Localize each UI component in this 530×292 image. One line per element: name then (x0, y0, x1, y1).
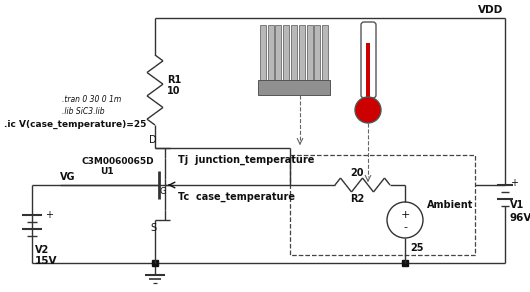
Bar (283, 25, 289, 80)
Text: -: - (403, 222, 407, 232)
Text: .tran 0 30 0 1m: .tran 0 30 0 1m (62, 95, 121, 105)
Text: 10: 10 (167, 86, 181, 96)
Text: 96V: 96V (510, 213, 530, 223)
Text: +: + (45, 210, 53, 220)
Text: 20: 20 (350, 168, 364, 178)
Text: D: D (149, 135, 157, 145)
Text: 25: 25 (410, 243, 423, 253)
Text: Tj  junction_temperature: Tj junction_temperature (178, 155, 314, 165)
Text: .lib SiC3.lib: .lib SiC3.lib (62, 107, 104, 116)
Bar (290, 155, 475, 255)
Bar (268, 25, 273, 80)
FancyBboxPatch shape (361, 22, 376, 98)
Bar (306, 25, 313, 80)
Text: VG: VG (60, 172, 75, 182)
Text: G: G (160, 187, 166, 196)
Text: S: S (150, 223, 156, 233)
Text: VDD: VDD (478, 5, 503, 15)
Text: +: + (400, 210, 410, 220)
Text: +: + (510, 178, 518, 188)
Text: 15V: 15V (35, 256, 57, 266)
Text: .ic V(case_temperature)=25: .ic V(case_temperature)=25 (4, 119, 146, 128)
Bar (314, 25, 321, 80)
Text: C3M0060065D: C3M0060065D (82, 157, 155, 166)
Bar (366, 43, 370, 100)
Text: Ambient: Ambient (427, 200, 473, 210)
Bar (322, 25, 328, 80)
Text: V2: V2 (35, 245, 49, 255)
Bar (276, 25, 281, 80)
Text: R2: R2 (350, 194, 364, 204)
Bar (260, 25, 266, 80)
Bar (291, 25, 297, 80)
Bar (258, 80, 330, 95)
Circle shape (355, 97, 381, 123)
Text: V1: V1 (510, 200, 524, 210)
Text: U1: U1 (100, 168, 113, 176)
Text: Tc  case_temperature: Tc case_temperature (178, 192, 295, 202)
Bar (299, 25, 305, 80)
Text: R1: R1 (167, 75, 181, 85)
